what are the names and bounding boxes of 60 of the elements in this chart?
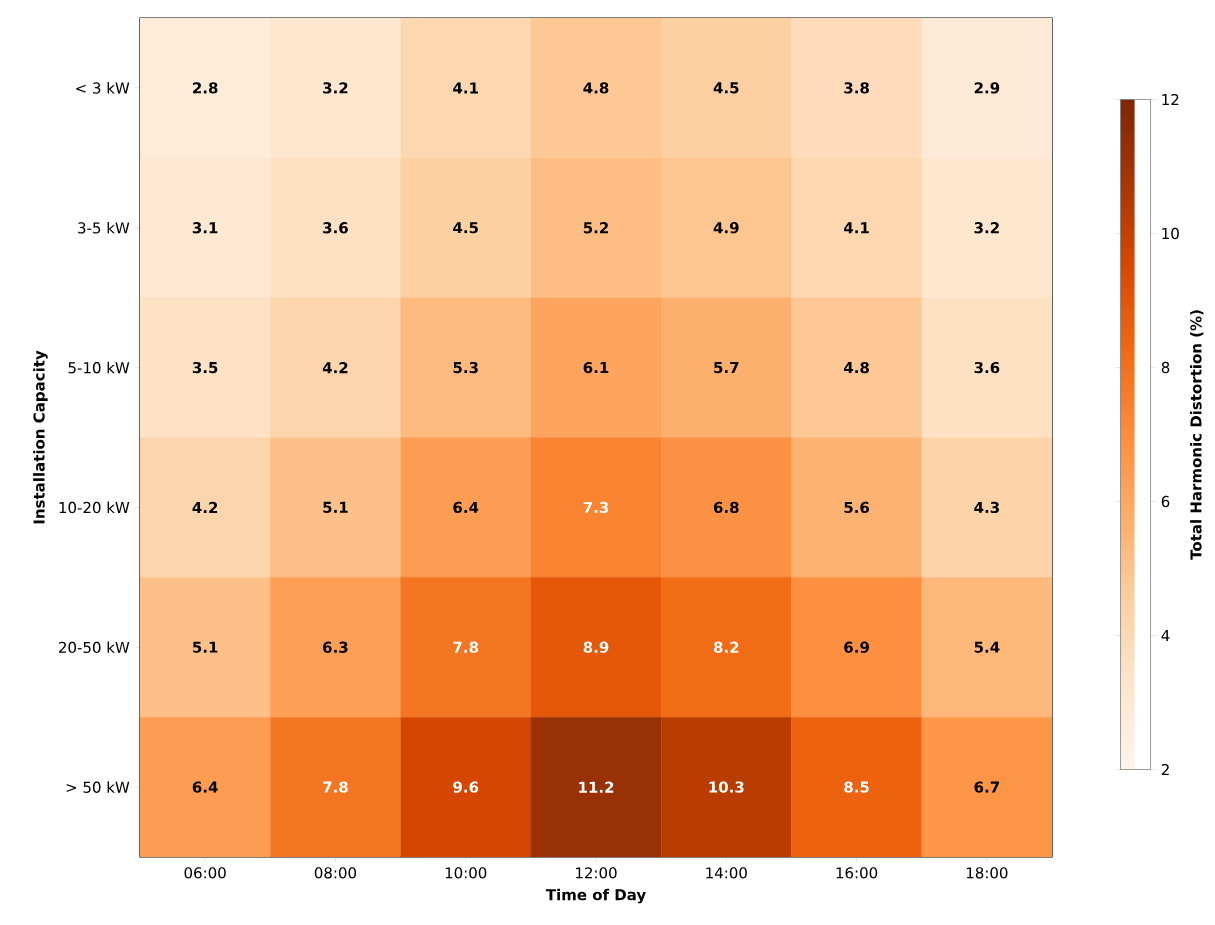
color-bar-title: Total Harmonic Distortion (%) bbox=[1190, 310, 1204, 560]
data-label: 10.3 bbox=[709, 781, 744, 793]
y-tick-label: > 50 kW bbox=[66, 781, 130, 793]
y-axis-title: Installation Capacity bbox=[33, 350, 48, 524]
data-label: 5.7 bbox=[714, 362, 739, 374]
x-tick-label: 10:00 bbox=[445, 867, 487, 879]
x-tick-label: 06:00 bbox=[184, 867, 226, 879]
data-label: 2.8 bbox=[193, 82, 218, 94]
data-label: 4.8 bbox=[583, 82, 609, 94]
data-label: 7.3 bbox=[583, 501, 609, 514]
data-label: 3.2 bbox=[323, 82, 348, 94]
data-label: 8.2 bbox=[713, 641, 739, 653]
x-tick-label: 08:00 bbox=[314, 867, 357, 879]
y-tick-label: 10-20 kW bbox=[59, 501, 130, 514]
data-label: 3.6 bbox=[323, 222, 348, 234]
y-tick-label: 5-10 kW bbox=[68, 361, 130, 374]
x-tick-label: 12:00 bbox=[576, 867, 617, 879]
color-bar-label: 4 bbox=[1161, 630, 1170, 641]
x-tick-label: 18:00 bbox=[966, 867, 1008, 879]
data-label: 6.1 bbox=[583, 361, 609, 374]
data-label: 6.7 bbox=[974, 781, 999, 793]
data-label: 9.6 bbox=[453, 781, 479, 793]
x-axis-title: Time of Day bbox=[545, 888, 646, 904]
data-label: 8.9 bbox=[583, 641, 609, 653]
data-label: 3.2 bbox=[974, 222, 999, 234]
data-label: 4.3 bbox=[974, 501, 999, 514]
data-label: 4.5 bbox=[713, 82, 739, 94]
x-tick-label: 16:00 bbox=[836, 867, 878, 879]
color-bar-label: 2 bbox=[1161, 763, 1169, 776]
data-label: 4.2 bbox=[322, 362, 348, 374]
data-label: 7.8 bbox=[323, 781, 348, 793]
y-tick-label: 3-5 kW bbox=[78, 221, 130, 234]
data-label: 5.1 bbox=[323, 501, 348, 513]
color-bar-label: 6 bbox=[1161, 495, 1170, 508]
data-label: 4.5 bbox=[453, 222, 478, 234]
x-tick-label: 14:00 bbox=[706, 867, 747, 879]
data-label: 4.9 bbox=[713, 222, 739, 234]
data-label: 4.8 bbox=[843, 361, 869, 374]
data-label: 7.8 bbox=[453, 641, 479, 653]
data-label: 6.8 bbox=[713, 501, 739, 514]
data-label: 5.2 bbox=[583, 222, 608, 234]
color-bar-label: 8 bbox=[1161, 361, 1170, 374]
data-label: 4.1 bbox=[843, 222, 869, 234]
y-tick-label: 20-50 kW bbox=[59, 641, 130, 654]
data-label: 6.4 bbox=[192, 781, 218, 793]
y-tick-label: < 3 kW bbox=[76, 82, 130, 94]
data-label: 2.9 bbox=[974, 82, 1000, 94]
data-label: 6.9 bbox=[844, 641, 869, 653]
data-label: 11.2 bbox=[579, 781, 614, 793]
data-label: 6.3 bbox=[323, 641, 348, 653]
data-label: 4.1 bbox=[453, 82, 478, 94]
data-label: 6.4 bbox=[453, 501, 479, 514]
color-bar-label: 12 bbox=[1162, 93, 1179, 106]
data-label: 4.2 bbox=[192, 501, 218, 513]
color-bar-label: 10 bbox=[1162, 227, 1179, 240]
data-label: 3.8 bbox=[844, 82, 869, 94]
data-label: 5.3 bbox=[453, 361, 478, 374]
data-label: 5.6 bbox=[844, 501, 870, 514]
data-label: 8.5 bbox=[844, 781, 869, 793]
data-label: 3.1 bbox=[192, 222, 218, 234]
